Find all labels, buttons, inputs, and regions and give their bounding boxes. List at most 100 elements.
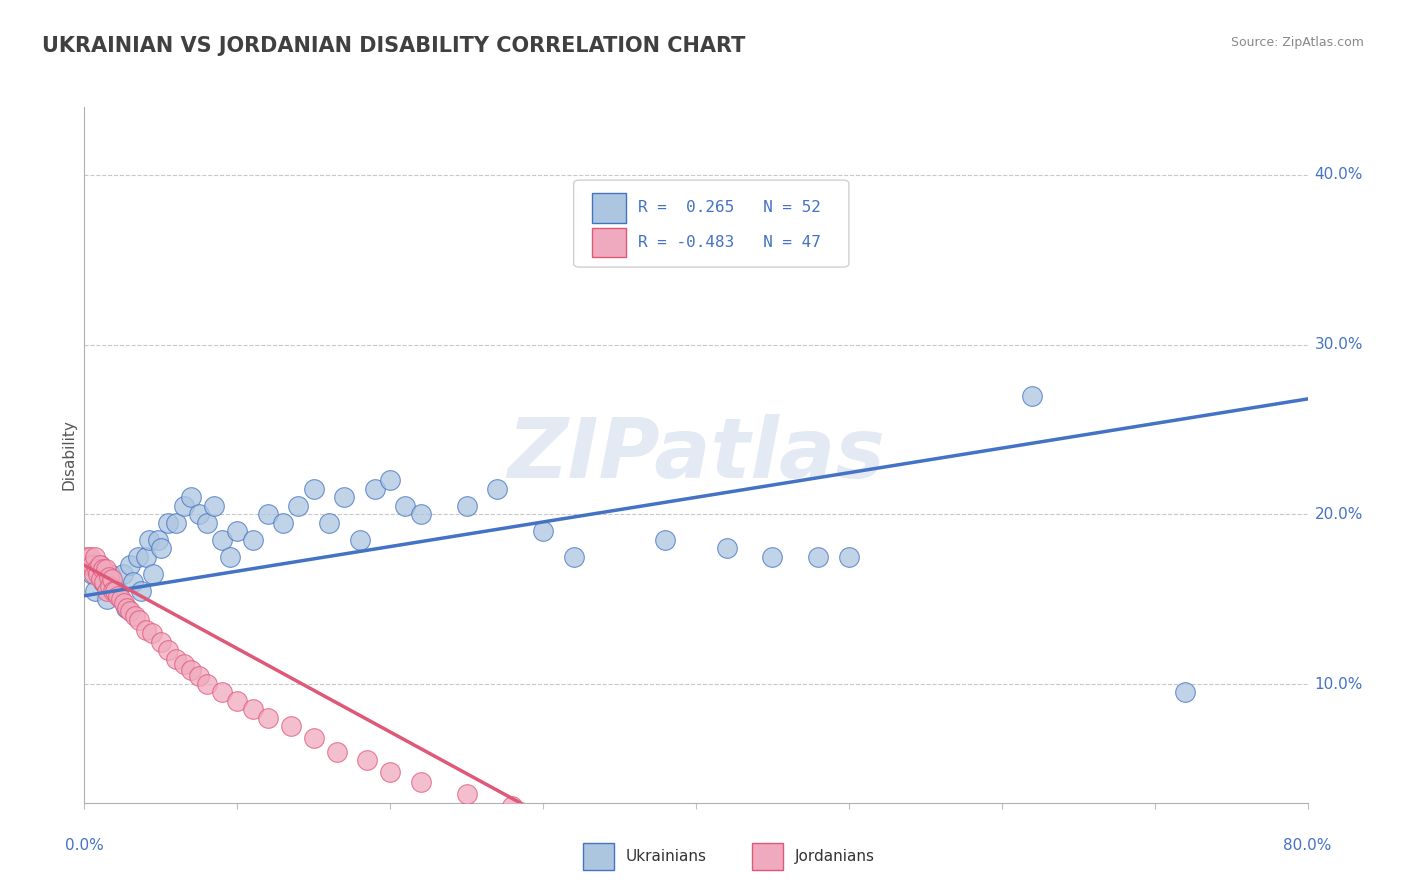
Point [146, 533, 169, 547]
Point [149, 634, 172, 648]
Text: 40.0%: 40.0% [1315, 168, 1362, 183]
Point [562, 549, 585, 564]
Point [87, 566, 110, 581]
Point [364, 482, 387, 496]
Text: Source: ZipAtlas.com: Source: ZipAtlas.com [1230, 36, 1364, 49]
Point [333, 491, 356, 505]
Point [807, 549, 830, 564]
Text: 0.0%: 0.0% [65, 838, 104, 854]
Point [531, 524, 554, 539]
Point [502, 799, 524, 814]
Point [84, 549, 107, 564]
Point [409, 508, 432, 522]
Point [98, 566, 121, 581]
Point [356, 753, 378, 767]
Point [97, 570, 120, 584]
Point [486, 482, 509, 496]
Point [115, 600, 138, 615]
Point [90, 572, 112, 586]
Point [83, 566, 105, 581]
Point [257, 508, 280, 522]
Point [120, 558, 142, 573]
Point [165, 651, 187, 665]
Point [1021, 388, 1043, 402]
Point [173, 499, 195, 513]
Point [456, 499, 478, 513]
Point [202, 499, 225, 513]
Point [93, 575, 115, 590]
Point [112, 596, 135, 610]
Point [89, 558, 111, 573]
Point [218, 549, 240, 564]
Point [226, 524, 249, 539]
Text: 20.0%: 20.0% [1315, 507, 1362, 522]
Point [104, 583, 127, 598]
Point [107, 583, 129, 598]
Point [135, 549, 157, 564]
Point [654, 533, 676, 547]
Point [79, 549, 101, 564]
Point [98, 578, 121, 592]
Point [271, 516, 294, 530]
Point [242, 702, 264, 716]
Point [318, 516, 340, 530]
Point [380, 765, 402, 780]
Point [124, 609, 146, 624]
Point [165, 516, 187, 530]
Point [129, 583, 152, 598]
Point [86, 561, 108, 575]
Text: Jordanians: Jordanians [794, 849, 875, 863]
Point [180, 664, 202, 678]
Point [180, 491, 202, 505]
Point [716, 541, 738, 556]
Point [110, 592, 132, 607]
Text: ZIPatlas: ZIPatlas [508, 415, 884, 495]
Text: R = -0.483   N = 47: R = -0.483 N = 47 [638, 235, 821, 251]
Point [76, 549, 98, 564]
Text: 30.0%: 30.0% [1315, 337, 1362, 352]
Point [838, 549, 860, 564]
Point [91, 575, 114, 590]
Point [409, 775, 432, 789]
Point [80, 566, 103, 581]
Point [111, 566, 134, 581]
Point [104, 583, 127, 598]
Point [141, 626, 163, 640]
Point [91, 561, 114, 575]
Point [107, 589, 129, 603]
Point [142, 566, 165, 581]
Point [349, 533, 371, 547]
Point [211, 685, 233, 699]
Point [157, 516, 180, 530]
Point [456, 787, 478, 801]
Point [96, 583, 118, 598]
Point [122, 575, 145, 590]
Point [302, 731, 325, 746]
Point [195, 516, 218, 530]
Point [195, 677, 218, 691]
Point [173, 657, 195, 671]
Point [188, 508, 211, 522]
Point [280, 719, 302, 733]
Point [77, 558, 100, 573]
Point [380, 474, 402, 488]
Text: 80.0%: 80.0% [1284, 838, 1331, 854]
Point [84, 583, 107, 598]
Point [120, 604, 142, 618]
Text: R =  0.265   N = 52: R = 0.265 N = 52 [638, 201, 821, 216]
Point [188, 668, 211, 682]
Point [103, 583, 125, 598]
Point [114, 600, 136, 615]
Point [89, 558, 111, 573]
Point [101, 572, 124, 586]
Point [157, 643, 180, 657]
Point [127, 549, 149, 564]
Point [211, 533, 233, 547]
Point [302, 482, 325, 496]
Point [128, 613, 150, 627]
Point [242, 533, 264, 547]
Point [1174, 685, 1197, 699]
Point [325, 745, 347, 759]
Point [149, 541, 172, 556]
Point [761, 549, 783, 564]
